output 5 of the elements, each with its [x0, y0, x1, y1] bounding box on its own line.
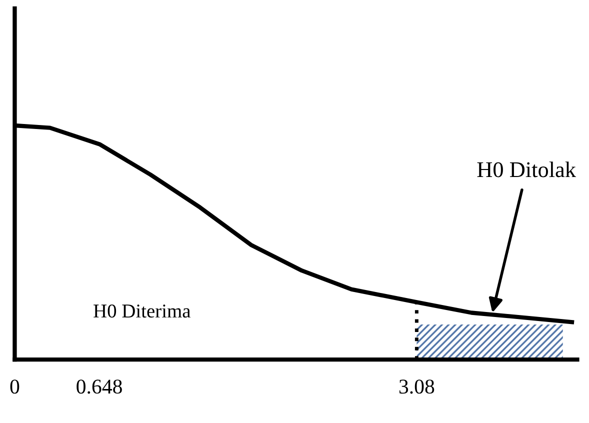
x-tick-label: 0.648 [76, 380, 122, 394]
annotation: H0 Ditolak [477, 162, 576, 178]
annotation: H0 Diterima [94, 304, 190, 318]
x-tick-label: 3.08 [399, 380, 434, 394]
x-tick-label: 0 [10, 380, 20, 394]
